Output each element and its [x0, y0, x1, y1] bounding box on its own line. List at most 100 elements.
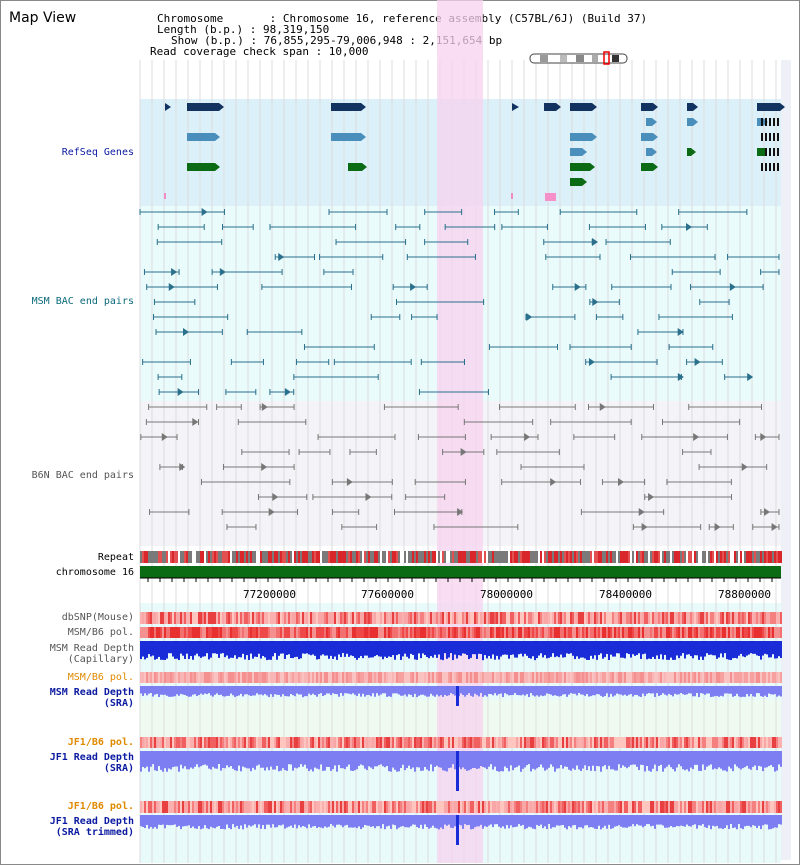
- msm-b6-pol-sra-cell: [246, 672, 248, 683]
- msm-b6-pol-sra-cell: [614, 672, 616, 683]
- msm-depth-capillary-bar: [430, 641, 432, 657]
- jf1-b6-pol-trim-cell: [244, 801, 246, 813]
- msm-b6-pol-sra-cell: [486, 672, 488, 683]
- jf1-depth-trimmed-bar: [654, 815, 656, 829]
- jf1-depth-sra-bar: [398, 751, 400, 772]
- repeat-segment: [266, 551, 268, 563]
- label-refseq-genes[interactable]: RefSeq Genes: [61, 147, 134, 158]
- jf1-depth-trimmed-bar: [334, 815, 336, 828]
- jf1-depth-trimmed-bar: [546, 815, 548, 830]
- msm-b6-pol-sra-cell: [760, 672, 762, 683]
- label-msm-b6-pol-1[interactable]: MSM/B6 pol.: [67, 627, 134, 638]
- jf1-b6-pol-trim-cell: [726, 801, 728, 813]
- label-repeat[interactable]: Repeat: [97, 552, 134, 563]
- jf1-depth-sra-bar: [440, 751, 442, 768]
- jf1-depth-sra-bar: [584, 751, 586, 766]
- repeat-segment: [172, 551, 174, 563]
- jf1-depth-sra-bar: [548, 751, 550, 768]
- label-msm-b6-pol-2[interactable]: MSM/B6 pol.: [67, 672, 134, 683]
- b6n-bac-pair-marker: [638, 508, 645, 516]
- jf1-b6-pol-trim-cell: [396, 801, 398, 813]
- label-msm-depth-capillary[interactable]: MSM Read Depth (Capillary): [49, 643, 134, 665]
- msm-b6-pol-sra-cell: [580, 672, 582, 683]
- jf1-depth-trimmed-bar: [568, 815, 570, 827]
- jf1-b6-pol-cell: [344, 737, 346, 748]
- dbsnp-cell: [260, 612, 262, 624]
- label-jf1-b6-pol-2[interactable]: JF1/B6 pol.: [67, 801, 134, 812]
- msm-b6-pol-sra-cell: [432, 672, 434, 683]
- msm-b6-pol-sra-cell: [576, 672, 578, 683]
- jf1-b6-pol-cell: [350, 737, 352, 748]
- jf1-b6-pol-cell: [574, 737, 576, 748]
- msm-depth-capillary-bar: [710, 641, 712, 655]
- jf1-b6-pol-cell: [292, 737, 294, 748]
- msm-b6-pol-cell: [310, 627, 312, 638]
- jf1-depth-trimmed-bar: [168, 815, 170, 826]
- msm-depth-sra-bar: [246, 686, 248, 695]
- dbsnp-cell: [652, 612, 654, 624]
- msm-b6-pol-cell: [326, 627, 328, 638]
- repeat-segment: [278, 551, 280, 563]
- jf1-b6-pol-trim-cell: [186, 801, 188, 813]
- jf1-depth-sra-bar: [576, 751, 578, 766]
- msm-depth-capillary-bar: [778, 641, 780, 657]
- msm-b6-pol-sra-cell: [256, 672, 258, 683]
- jf1-depth-trimmed-bar: [506, 815, 508, 826]
- msm-depth-sra-bar: [748, 686, 750, 697]
- jf1-b6-pol-cell: [610, 737, 612, 748]
- label-b6n-bac[interactable]: B6N BAC end pairs: [31, 470, 134, 481]
- jf1-depth-trimmed-bar: [196, 815, 198, 829]
- msm-depth-capillary-bar: [352, 641, 354, 657]
- label-msm-bac[interactable]: MSM BAC end pairs: [31, 296, 134, 307]
- msm-depth-sra-bar: [618, 686, 620, 695]
- msm-depth-sra-bar-spike: [456, 686, 459, 706]
- gene-exon: [765, 163, 767, 171]
- msm-b6-pol-sra-cell: [720, 672, 722, 683]
- jf1-b6-pol-cell: [456, 737, 458, 748]
- msm-bac-pair-marker: [201, 208, 208, 216]
- jf1-depth-trimmed-bar: [712, 815, 714, 826]
- msm-depth-sra-bar: [264, 686, 266, 695]
- msm-depth-sra-bar: [666, 686, 668, 696]
- jf1-depth-trimmed-bar: [202, 815, 204, 829]
- msm-b6-pol-cell: [226, 627, 228, 638]
- jf1-depth-sra-bar: [380, 751, 382, 765]
- jf1-depth-sra-bar: [452, 751, 454, 765]
- jf1-depth-trimmed-bar: [632, 815, 634, 825]
- msm-depth-capillary-bar: [696, 641, 698, 656]
- jf1-b6-pol-cell: [370, 737, 372, 748]
- jf1-depth-trimmed-bar: [666, 815, 668, 828]
- label-msm-depth-sra[interactable]: MSM Read Depth (SRA): [49, 687, 134, 709]
- repeat-segment: [220, 551, 222, 563]
- jf1-b6-pol-cell: [464, 737, 466, 748]
- jf1-b6-pol-cell: [466, 737, 468, 748]
- dbsnp-cell: [594, 612, 596, 624]
- gene-arrow: [361, 103, 366, 111]
- jf1-depth-sra-bar: [532, 751, 534, 769]
- msm-b6-pol-cell: [540, 627, 542, 638]
- msm-b6-pol-cell: [344, 627, 346, 638]
- label-jf1-b6-pol-1[interactable]: JF1/B6 pol.: [67, 737, 134, 748]
- label-dbsnp[interactable]: dbSNP(Mouse): [61, 612, 134, 623]
- msm-b6-pol-cell: [586, 627, 588, 638]
- jf1-depth-trimmed-bar: [720, 815, 722, 829]
- jf1-depth-trimmed-bar: [730, 815, 732, 825]
- msm-b6-pol-sra-cell: [306, 672, 308, 683]
- msm-depth-sra-bar: [252, 686, 254, 696]
- repeat-segment: [466, 551, 468, 563]
- jf1-depth-sra-bar: [450, 751, 452, 768]
- repeat-segment: [562, 551, 564, 563]
- msm-b6-pol-sra-cell: [510, 672, 512, 683]
- msm-depth-sra-bar: [716, 686, 718, 696]
- jf1-depth-trimmed-bar: [658, 815, 660, 825]
- msm-b6-pol-cell: [258, 627, 260, 638]
- label-jf1-depth-trimmed[interactable]: JF1 Read Depth (SRA trimmed): [49, 816, 134, 838]
- label-jf1-depth-sra[interactable]: JF1 Read Depth (SRA): [49, 752, 134, 774]
- jf1-depth-sra-bar: [348, 751, 350, 765]
- jf1-depth-trimmed-bar: [740, 815, 742, 829]
- msm-depth-sra-bar: [392, 686, 394, 694]
- dbsnp-cell: [188, 612, 190, 624]
- jf1-b6-pol-trim-cell: [562, 801, 564, 813]
- msm-depth-sra-bar: [712, 686, 714, 697]
- jf1-b6-pol-cell: [514, 737, 516, 748]
